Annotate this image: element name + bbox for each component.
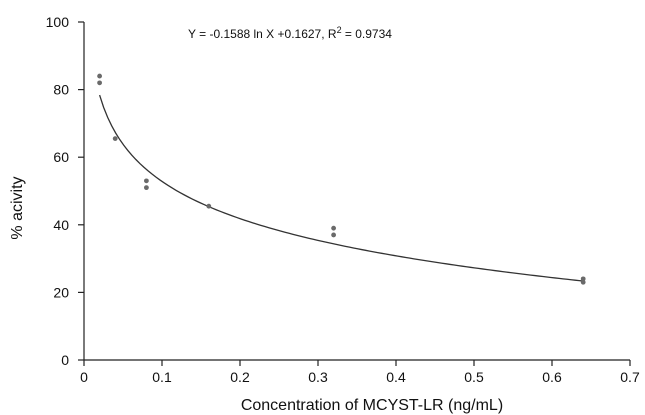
data-point-9 [580,279,586,285]
data-point-3 [144,178,149,184]
r2-value: = 0.9734 [342,27,393,41]
data-point-7 [331,232,336,238]
y-tick-label-4: 80 [53,82,69,98]
data-points [97,73,586,285]
equation-text: Y = -0.1588 ln X +0.1627, R [188,27,337,41]
data-point-2 [112,136,118,142]
r2-superscript: 2 [337,25,342,35]
y-tick-label-2: 40 [53,217,69,233]
y-tick-label-3: 60 [53,149,69,165]
x-tick-label-6: 0.6 [542,369,562,385]
data-point-0 [97,73,102,79]
y-tick-label-5: 100 [46,14,70,30]
x-tick-label-0: 0 [80,369,88,385]
y-ticks: 0 20 40 60 80 100 [46,14,84,368]
trendline-equation: Y = -0.1588 ln X +0.1627, R2 = 0.9734 [188,25,392,41]
axes [83,22,630,361]
x-tick-label-3: 0.3 [308,369,328,385]
x-tick-label-2: 0.2 [230,369,250,385]
y-tick-label-0: 0 [61,352,69,368]
x-tick-label-7: 0.7 [620,369,640,385]
data-point-1 [97,80,102,86]
x-axis-title: Concentration of MCYST-LR (ng/mL) [241,397,503,414]
x-tick-label-1: 0.1 [152,369,172,385]
data-point-6 [331,225,336,231]
y-tick-label-1: 20 [53,284,69,300]
log-trendline [98,94,584,282]
y-axis-title: % acivity [9,176,26,239]
data-point-5 [206,203,212,209]
x-tick-label-5: 0.5 [464,369,484,385]
data-point-4 [144,185,149,191]
x-ticks: 0 0.1 0.2 0.3 0.4 0.5 0.6 0.7 [80,360,640,385]
data-point-8 [580,276,586,282]
x-tick-label-4: 0.4 [386,369,406,385]
